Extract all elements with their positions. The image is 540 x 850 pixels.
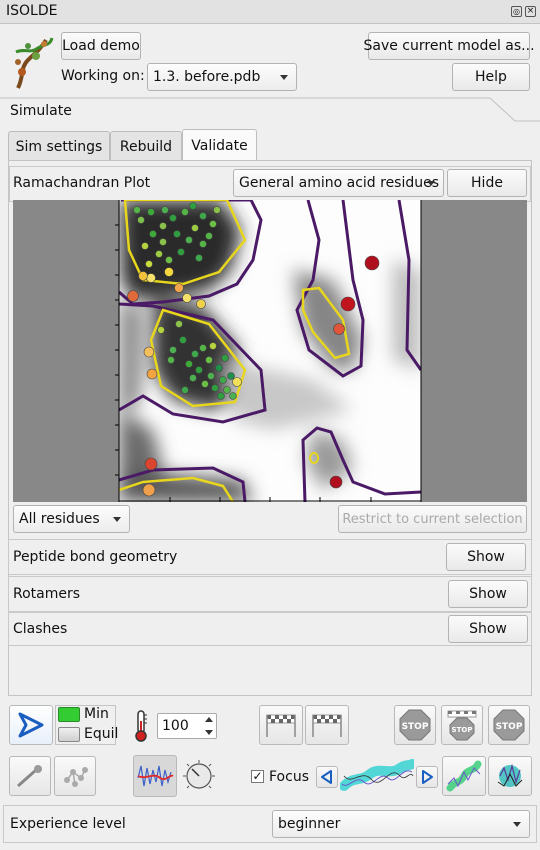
clashes-label: Clashes xyxy=(13,621,68,637)
checkpoint-save-icon xyxy=(266,714,296,737)
clashes-show-button[interactable]: Show xyxy=(448,615,528,643)
start-sim-button[interactable] xyxy=(9,705,53,745)
rotamers-section xyxy=(8,576,532,612)
tab-rebuild[interactable]: Rebuild xyxy=(110,131,182,161)
peptide-label: Peptide bond geometry xyxy=(13,549,178,565)
stop-text: STOP xyxy=(496,722,523,732)
stop-text: STOP xyxy=(402,722,429,732)
spotlight-icon xyxy=(497,763,523,787)
help-button[interactable]: Help xyxy=(452,63,530,91)
mask-map-icon xyxy=(446,760,482,792)
min-label: Min xyxy=(84,706,109,722)
focus-prev-button[interactable] xyxy=(316,766,338,788)
tab-sim-settings[interactable]: Sim settings xyxy=(8,131,110,161)
close-icon[interactable]: × xyxy=(525,6,536,17)
residue-filter-select[interactable]: All residues xyxy=(13,505,130,533)
checkpoint-revert-button[interactable] xyxy=(305,705,349,745)
tab-label: Rebuild xyxy=(119,138,173,155)
tug-residue-icon xyxy=(64,767,88,787)
residue-type-value: General amino acid residues xyxy=(239,175,440,191)
clashes-section xyxy=(8,612,532,646)
tab-label: Sim settings xyxy=(15,138,103,155)
rama-title: Ramachandran Plot xyxy=(13,175,151,191)
focus-next-icon xyxy=(422,770,433,784)
residue-type-select[interactable]: General amino acid residues xyxy=(233,169,444,197)
thermometer-icon xyxy=(131,709,151,743)
stop-checkpoint-button[interactable]: STOP xyxy=(441,705,483,745)
rotamers-label: Rotamers xyxy=(13,586,81,602)
stop-icon: STOP xyxy=(493,709,525,741)
chevron-down-icon xyxy=(280,75,288,80)
peptide-show-button[interactable]: Show xyxy=(446,543,526,571)
restrict-selection-button[interactable]: Restrict to current selection xyxy=(338,505,527,533)
tab-validate[interactable]: Validate xyxy=(182,129,257,161)
rama-svg xyxy=(115,200,422,502)
save-model-button[interactable]: Save current model as... xyxy=(363,32,535,60)
experience-row xyxy=(3,805,537,843)
experience-value: beginner xyxy=(278,816,341,832)
stop-checkpoint-icon: STOP xyxy=(447,710,477,741)
title-bar: ISOLDE ◎ × xyxy=(0,0,540,24)
stop-discard-icon: STOP xyxy=(399,709,431,741)
temperature-value: 100 xyxy=(162,718,189,734)
working-on-label: Working on: xyxy=(61,68,145,84)
checkpoint-revert-icon xyxy=(312,714,342,737)
spotlight-button[interactable] xyxy=(488,756,532,796)
mask-map-button[interactable] xyxy=(442,756,486,796)
chevron-down-icon xyxy=(113,517,121,522)
trace-icon xyxy=(137,765,174,787)
focus-prev-icon xyxy=(321,770,332,784)
equil-label: Equil xyxy=(84,726,119,742)
experience-label: Experience level xyxy=(10,816,126,832)
model-select-value: 1.3. before.pdb xyxy=(153,69,261,85)
simulate-tab[interactable]: Simulate xyxy=(0,97,540,125)
chevron-down-icon xyxy=(513,822,521,827)
hide-button[interactable]: Hide xyxy=(447,169,527,197)
stop-button[interactable]: STOP xyxy=(488,705,530,745)
focus-label: Focus xyxy=(269,769,309,785)
stop-discard-button[interactable]: STOP xyxy=(394,705,436,745)
simulate-tab-label: Simulate xyxy=(10,103,72,119)
tab-label: Validate xyxy=(191,137,248,154)
trace-button[interactable] xyxy=(133,755,177,797)
start-sim-icon xyxy=(18,712,44,738)
knob-icon[interactable] xyxy=(182,759,216,793)
float-icon[interactable]: ◎ xyxy=(511,6,522,17)
spin-down-icon[interactable] xyxy=(205,730,213,735)
tug-atom-button[interactable] xyxy=(9,756,51,796)
rotamers-show-button[interactable]: Show xyxy=(448,580,528,608)
isolde-logo-icon xyxy=(10,32,56,92)
min-button[interactable] xyxy=(58,707,80,722)
spin-up-icon[interactable] xyxy=(205,717,213,722)
experience-select[interactable]: beginner xyxy=(272,810,530,838)
focus-next-button[interactable] xyxy=(416,766,438,788)
load-demo-button[interactable]: Load demo xyxy=(61,32,141,60)
residue-filter-value: All residues xyxy=(19,511,100,527)
tug-residue-button[interactable] xyxy=(54,756,96,796)
chevron-down-icon xyxy=(427,181,435,186)
stop-text: STOP xyxy=(452,726,473,734)
checkmark-icon: ✓ xyxy=(252,769,263,783)
ramachandran-plot[interactable] xyxy=(13,200,527,502)
window-title: ISOLDE xyxy=(6,3,58,19)
model-select[interactable]: 1.3. before.pdb xyxy=(147,63,297,91)
equil-button[interactable] xyxy=(58,727,80,742)
checkpoint-save-button[interactable] xyxy=(259,705,303,745)
temperature-spinbox[interactable]: 100 xyxy=(157,713,217,739)
focus-checkbox[interactable]: ✓ xyxy=(251,770,264,783)
tug-atom-icon xyxy=(17,765,42,788)
focus-structure-image xyxy=(339,756,417,796)
peptide-section xyxy=(8,539,532,575)
